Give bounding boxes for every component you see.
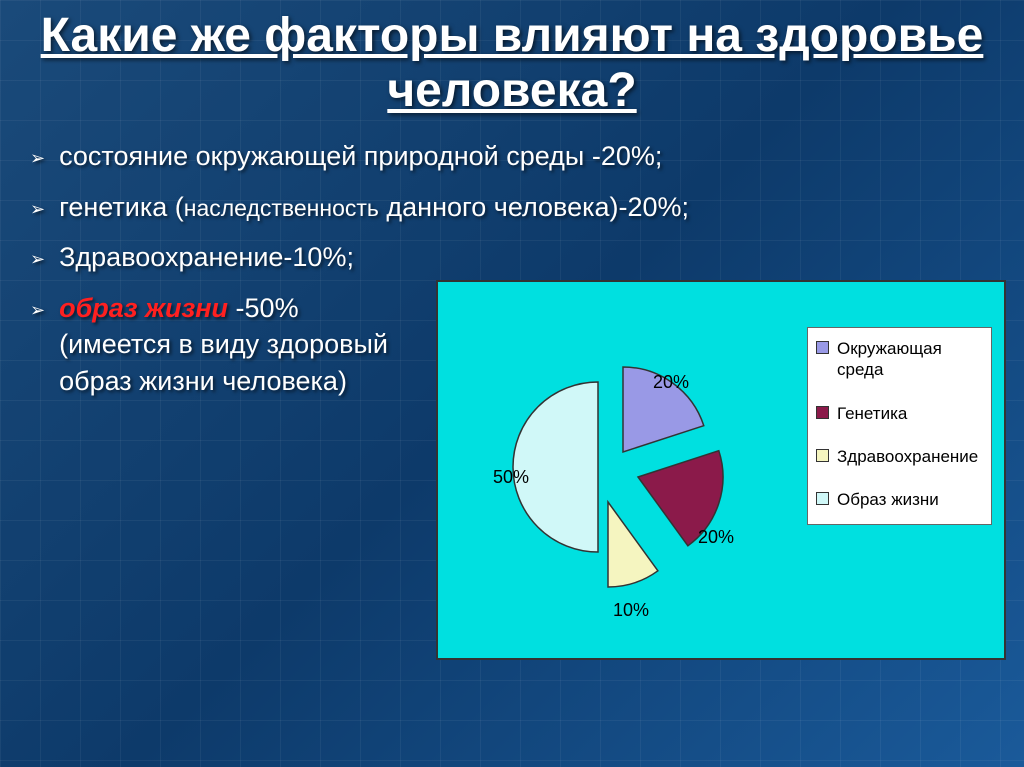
legend-label: Образ жизни [837, 489, 939, 510]
legend-swatch [816, 449, 829, 462]
chevron-right-icon: ➢ [30, 146, 45, 170]
pie-chart-panel: 20% 20% 10% 50% Окружающая среда Генетик… [436, 280, 1006, 660]
bullet-text: генетика (наследственность данного челов… [59, 189, 974, 225]
chart-legend: Окружающая среда Генетика Здравоохранени… [807, 327, 992, 525]
bullet-suffix: данного человека)-20%; [379, 192, 689, 222]
legend-item: Образ жизни [816, 489, 983, 510]
bullet-item: ➢ Здравоохранение-10%; [30, 239, 974, 275]
chevron-right-icon: ➢ [30, 247, 45, 271]
legend-item: Окружающая среда [816, 338, 983, 381]
legend-label: Окружающая среда [837, 338, 983, 381]
bullet-item: ➢ состояние окружающей природной среды -… [30, 138, 974, 174]
pie-label-environment: 20% [653, 372, 689, 393]
legend-swatch [816, 406, 829, 419]
bullet-text: состояние окружающей природной среды -20… [59, 138, 974, 174]
pie-slice-healthcare [608, 502, 658, 587]
bullet-prefix: генетика ( [59, 192, 184, 222]
chevron-right-icon: ➢ [30, 197, 45, 221]
pie-label-lifestyle: 50% [493, 467, 529, 488]
legend-item: Здравоохранение [816, 446, 983, 467]
pie-label-genetics: 20% [698, 527, 734, 548]
legend-swatch [816, 492, 829, 505]
legend-label: Генетика [837, 403, 907, 424]
bullet-inner: наследственность [184, 195, 379, 221]
pie-label-healthcare: 10% [613, 600, 649, 621]
slide-title: Какие же факторы влияют на здоровье чело… [0, 0, 1024, 118]
legend-swatch [816, 341, 829, 354]
legend-label: Здравоохранение [837, 446, 978, 467]
bullet-text: Здравоохранение-10%; [59, 239, 974, 275]
bullet-text: образ жизни -50% (имеется в виду здоровы… [59, 290, 410, 399]
pie-chart: 20% 20% 10% 50% [478, 342, 738, 602]
chevron-right-icon: ➢ [30, 298, 45, 322]
bullet-highlight: образ жизни [59, 293, 228, 323]
bullet-item: ➢ образ жизни -50% (имеется в виду здоро… [30, 290, 410, 399]
bullet-item: ➢ генетика (наследственность данного чел… [30, 189, 974, 225]
legend-item: Генетика [816, 403, 983, 424]
